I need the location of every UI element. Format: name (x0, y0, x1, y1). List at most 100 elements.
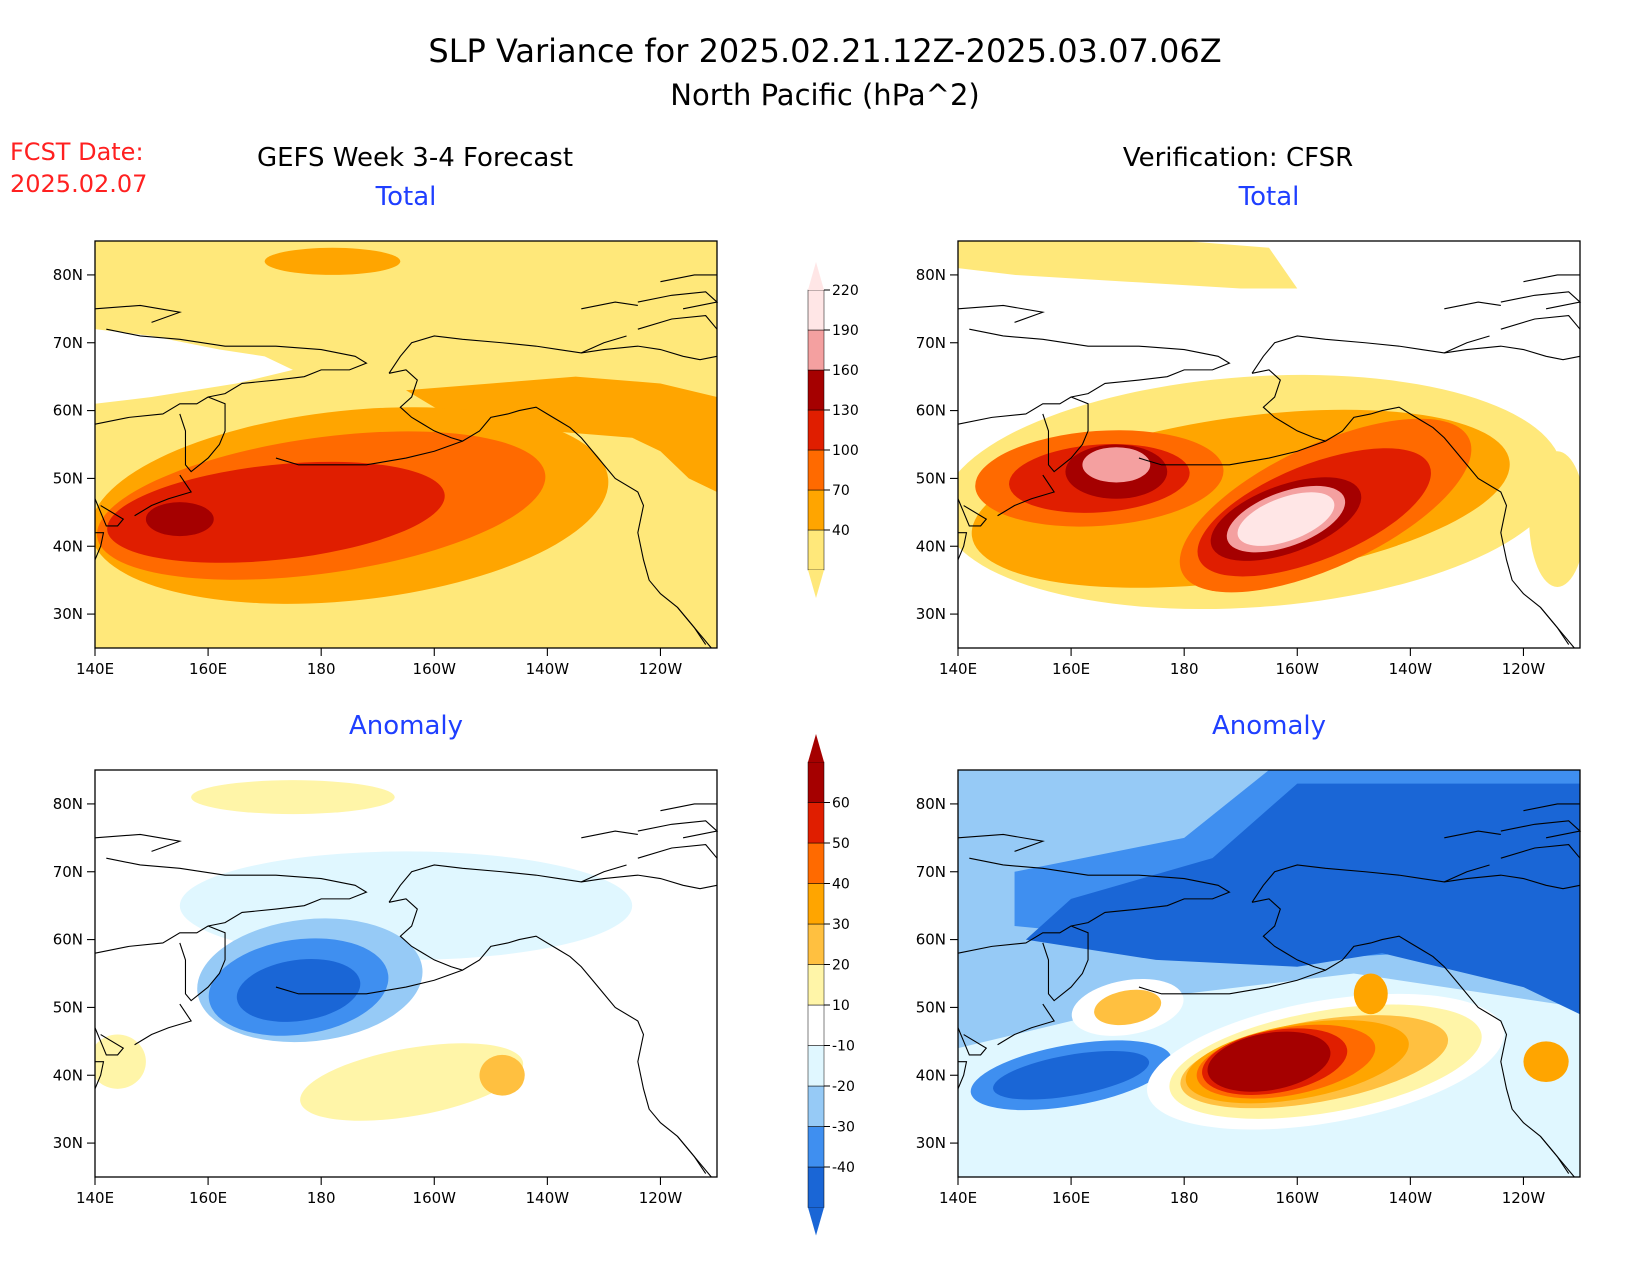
left-column-title: GEFS Week 3-4 Forecast (257, 143, 573, 173)
y-tick-label: 70N (53, 863, 83, 881)
panel-title: Total (375, 182, 437, 212)
x-tick-label: 160W (1276, 660, 1320, 678)
coastline-5 (1251, 369, 1570, 645)
y-tick-label: 60N (53, 402, 83, 420)
coastline-13 (1444, 830, 1501, 839)
colorbar-swatch (807, 409, 825, 451)
y-tick-label: 50N (916, 998, 946, 1016)
colorbar-label: -40 (832, 1160, 855, 1176)
coastline-6 (388, 335, 718, 374)
colorbar-label: 190 (832, 323, 859, 339)
coastline-0 (94, 925, 226, 1002)
cfsr-total-panel: Total 140E 160E 180 160W 140W 120W 30N 40N 50N 60N… (916, 182, 1582, 678)
y-tick-label: 30N (916, 605, 946, 623)
coastline-7 (1539, 1135, 1575, 1178)
figure-title-line2: North Pacific (hPa^2) (670, 78, 979, 112)
anom-pos-north (1353, 973, 1388, 1015)
coastline-14 (1444, 864, 1490, 883)
contour-130 (107, 461, 445, 563)
coastline-6 (388, 864, 718, 903)
x-tick-label: 140W (1389, 660, 1433, 678)
plot-frame (957, 769, 1581, 1178)
colorbar-label: 20 (832, 958, 850, 974)
y-tick-label: 30N (53, 605, 83, 623)
y-tick-label: 50N (53, 998, 83, 1016)
colorbar-label: 130 (832, 403, 859, 419)
anom-pos-20 (479, 1054, 525, 1096)
coastline-10 (637, 315, 718, 330)
x-tick-label: 180 (1170, 660, 1199, 678)
y-tick-label: 40N (916, 537, 946, 555)
field-layer (958, 241, 1580, 648)
y-tick-label: 80N (53, 795, 83, 813)
colorbar-swatch (807, 802, 825, 844)
y-tick-label: 70N (53, 334, 83, 352)
coastline-11 (1500, 820, 1582, 839)
coastline-11 (1500, 291, 1582, 310)
colorbar-swatch (807, 1166, 825, 1208)
coastline-13 (1444, 301, 1501, 310)
x-tick-label: 140W (1389, 1189, 1433, 1207)
y-tick-label: 70N (916, 863, 946, 881)
colorbar-label: 70 (832, 483, 850, 499)
x-tick-label: 140W (526, 1189, 570, 1207)
y-tick-label: 30N (916, 1134, 946, 1152)
x-tick-label: 160E (189, 1189, 227, 1207)
x-tick-label: 140W (526, 660, 570, 678)
coastline-11 (637, 291, 719, 310)
x-tick-label: 140E (76, 660, 114, 678)
coastline-13 (581, 301, 638, 310)
colorbar-swatch (807, 842, 825, 884)
x-tick-label: 120W (1502, 660, 1546, 678)
anom-pos-west (95, 1034, 146, 1089)
gefs-anomaly-panel: Anomaly 140E 160E 180 160W 140W 120W 30N 40N 50N 6… (53, 711, 719, 1207)
coastline-7 (676, 1135, 712, 1178)
fcst-date-label: FCST Date: (10, 138, 144, 166)
x-tick-label: 160W (413, 660, 457, 678)
x-tick-label: 160E (189, 660, 227, 678)
anom-pos-60 (1207, 1031, 1331, 1092)
panel-title: Anomaly (349, 711, 463, 741)
colorbar-min-arrow (808, 570, 824, 598)
colorbar-label: 10 (832, 998, 850, 1014)
coastline-1 (957, 498, 988, 527)
contour-70-north (264, 247, 401, 275)
coastline-4 (969, 857, 1231, 927)
anom-pos-north (191, 780, 395, 815)
coastline-1 (94, 498, 125, 527)
coastline-12 (660, 274, 717, 283)
y-tick-label: 40N (53, 537, 83, 555)
colorbar-swatch (807, 449, 825, 491)
colorbar-swatch (807, 1045, 825, 1087)
y-tick-label: 50N (916, 469, 946, 487)
anom-pos-10 (300, 1043, 524, 1121)
anom-neg-40-sw (993, 1050, 1150, 1100)
figure-title-line1: SLP Variance for 2025.02.21.12Z-2025.03.… (428, 32, 1221, 70)
coastline-5 (388, 369, 707, 645)
coastline-9 (94, 304, 182, 323)
coastline-11 (637, 820, 719, 839)
y-tick-label: 80N (916, 795, 946, 813)
x-tick-label: 180 (307, 660, 336, 678)
coastline-4 (106, 328, 368, 398)
y-tick-label: 30N (53, 1134, 83, 1152)
anomaly-colorbar: -40 -30 -20 -10 10 20 30 40 50 60 (807, 734, 855, 1236)
right-column-title: Verification: CFSR (1123, 143, 1353, 173)
colorbar-swatch (807, 964, 825, 1006)
contour-190-west (1082, 447, 1151, 483)
coastline-2 (957, 1061, 968, 1090)
colorbar-swatch (807, 329, 825, 371)
coastline-0 (957, 396, 1089, 473)
coastline-10 (1500, 844, 1581, 859)
coastline-0 (957, 925, 1089, 1002)
coastline-7 (676, 606, 712, 649)
panel-title: Anomaly (1212, 711, 1326, 741)
colorbar-swatch (807, 761, 825, 803)
panel-title: Total (1238, 182, 1300, 212)
y-tick-label: 60N (53, 931, 83, 949)
anom-pos-west (1094, 989, 1162, 1026)
coastline-2 (94, 1061, 105, 1090)
coastline-10 (637, 844, 718, 859)
contour-40-east (1529, 451, 1580, 587)
y-tick-label: 40N (53, 1066, 83, 1084)
